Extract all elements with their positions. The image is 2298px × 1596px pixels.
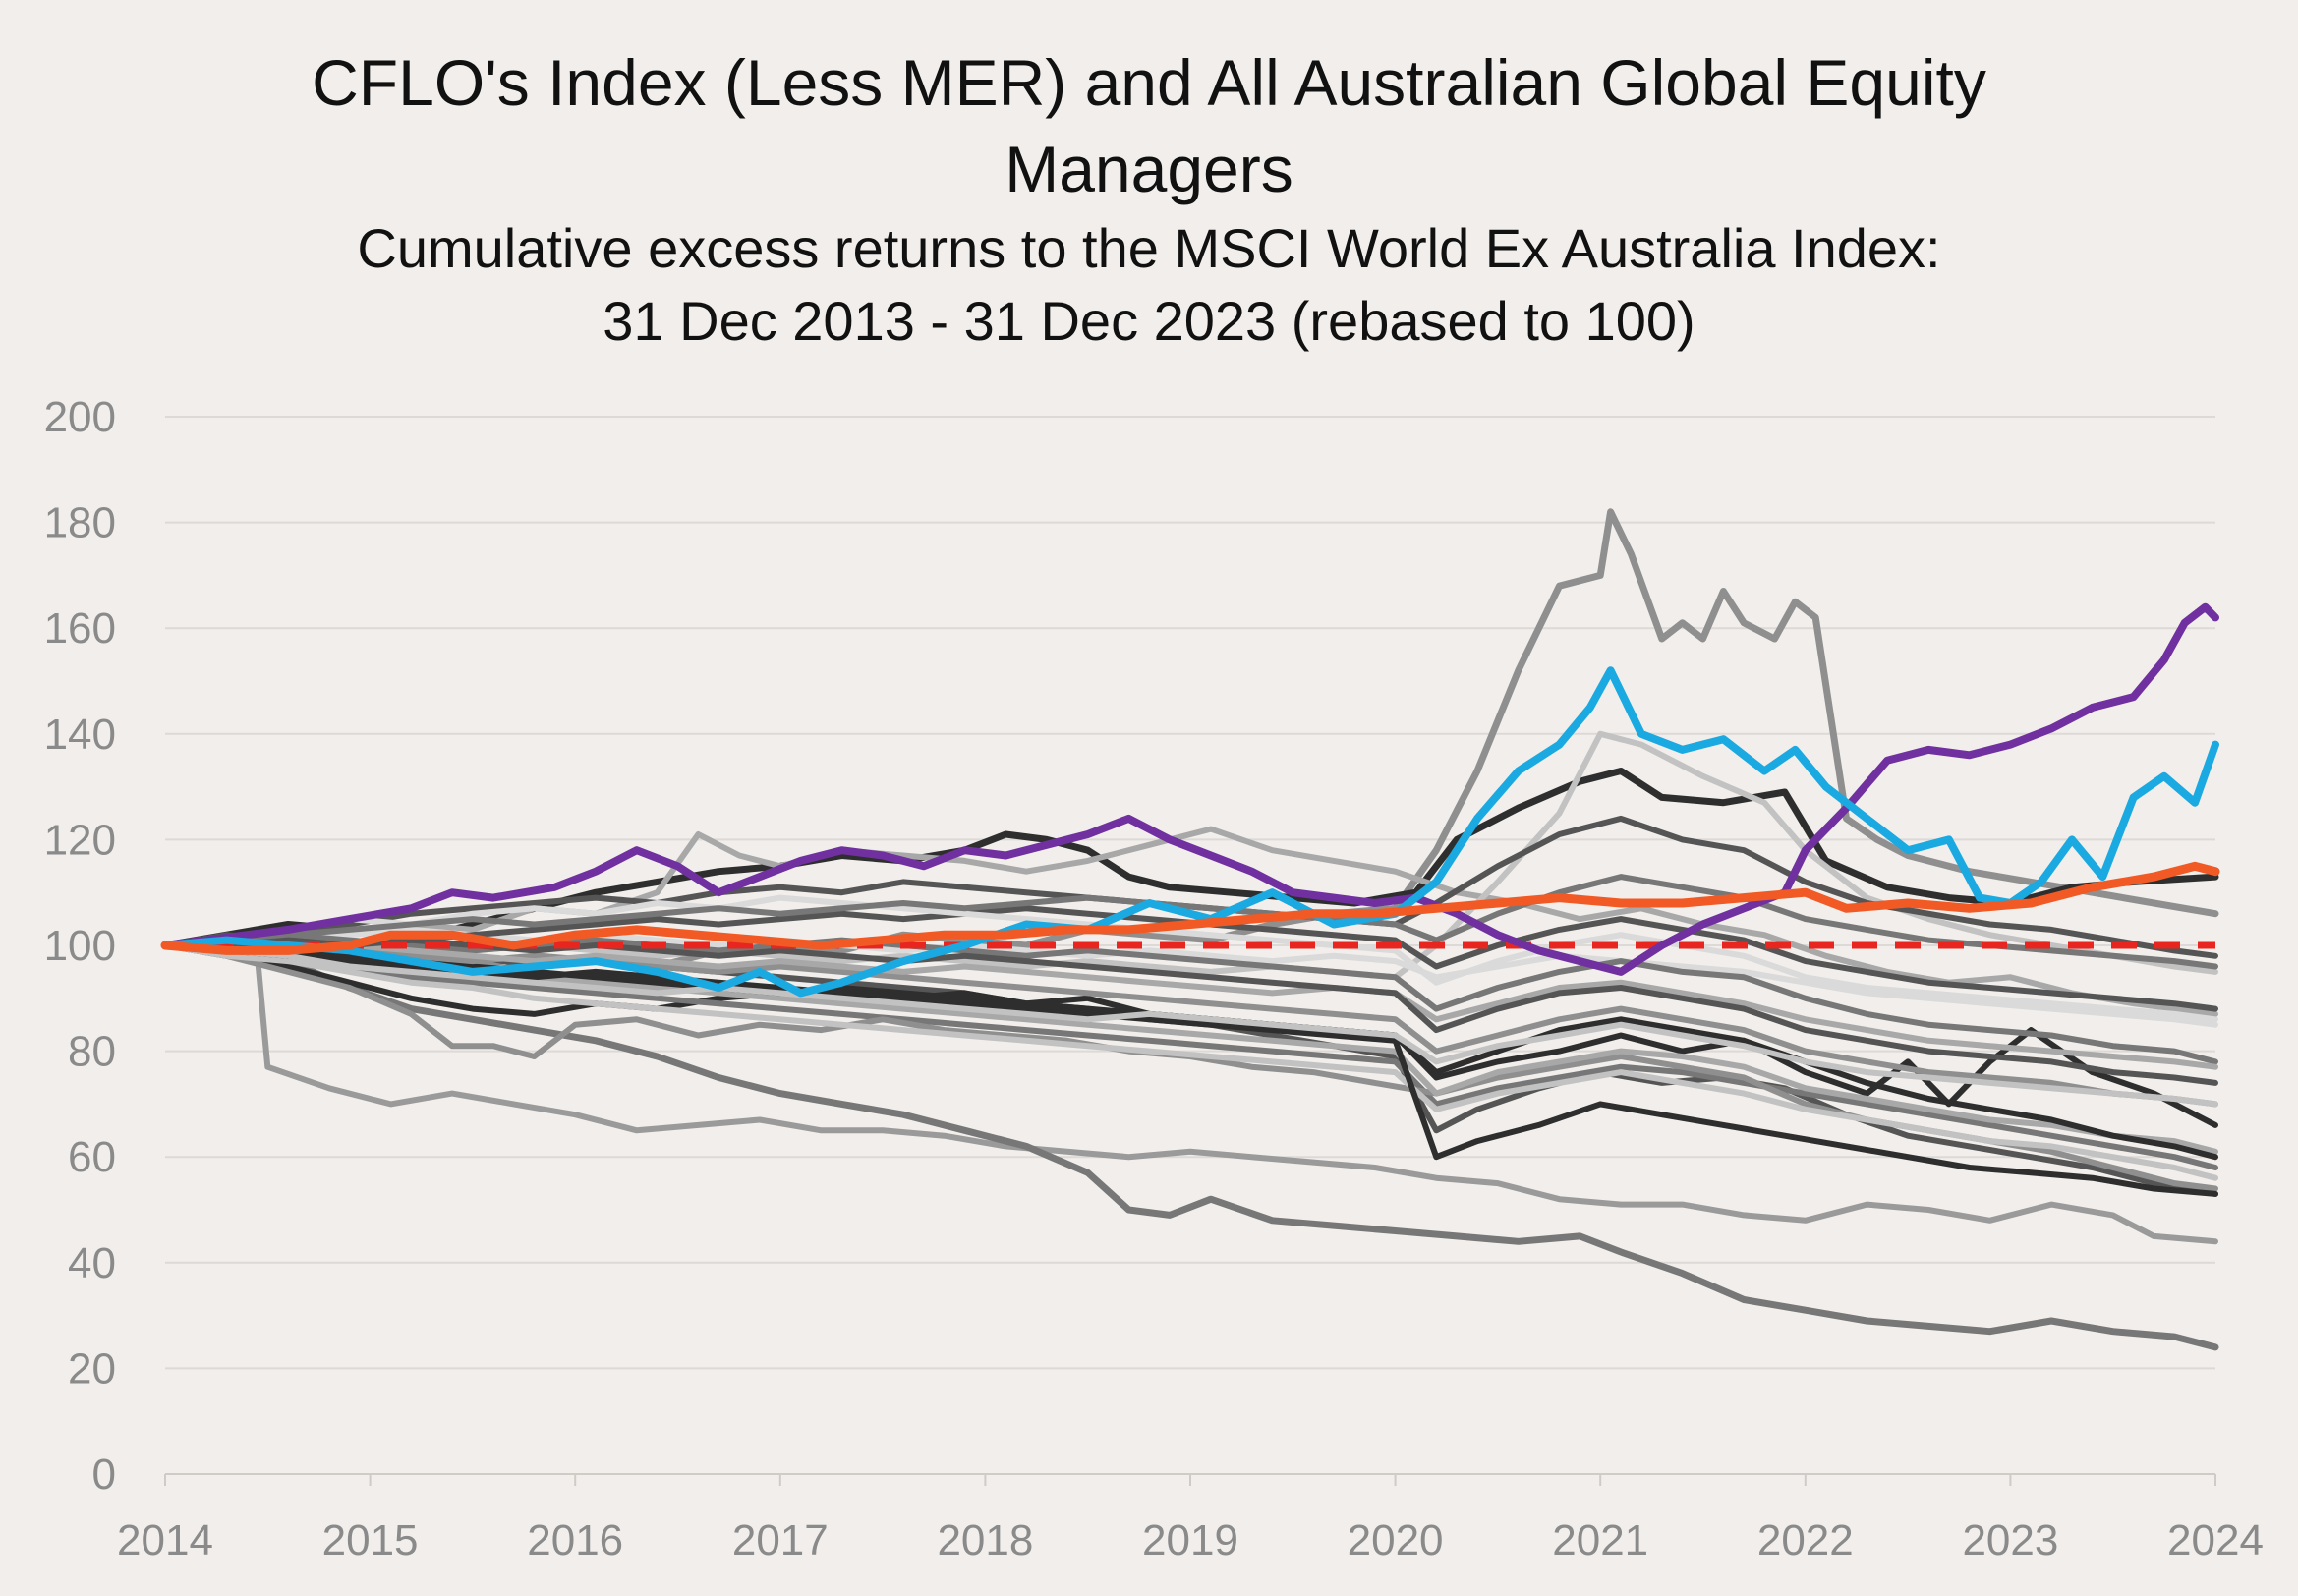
series-line-manager — [162, 942, 2218, 1181]
x-tick-label: 2019 — [1142, 1516, 1238, 1565]
series-line-manager — [162, 942, 2218, 1245]
x-tick-label: 2022 — [1757, 1516, 1854, 1565]
y-tick-label: 200 — [44, 393, 116, 441]
chart-subtitle-line-2: 31 Dec 2013 - 31 Dec 2023 (rebased to 10… — [603, 290, 1695, 352]
y-tick-label: 20 — [68, 1344, 116, 1393]
y-tick-label: 80 — [68, 1028, 116, 1076]
x-tick-label: 2020 — [1348, 1516, 1444, 1565]
series-layer — [160, 508, 2220, 1351]
series-line-orange — [160, 861, 2220, 955]
series-line-manager — [162, 894, 2218, 1023]
series-line-manager — [162, 942, 2218, 1170]
x-tick-label: 2016 — [527, 1516, 623, 1565]
x-tick-label: 2021 — [1552, 1516, 1648, 1565]
series-line-manager — [162, 874, 2218, 970]
series-line-manager — [162, 942, 2218, 1197]
y-tick-label: 40 — [68, 1239, 116, 1287]
x-tick-label: 2018 — [937, 1516, 1033, 1565]
series-line-manager — [162, 926, 2218, 1028]
chart-title-line-1: CFLO's Index (Less MER) and All Australi… — [312, 46, 1986, 119]
y-tick-label: 0 — [92, 1451, 116, 1499]
chart-subtitle-line-1: Cumulative excess returns to the MSCI Wo… — [357, 217, 1941, 279]
y-tick-label: 140 — [44, 711, 116, 759]
y-tick-label: 100 — [44, 922, 116, 970]
gridlines — [164, 416, 2216, 1486]
series-line-manager — [162, 826, 2218, 1017]
series-line-manager — [162, 942, 2218, 1108]
y-tick-label: 160 — [44, 604, 116, 653]
chart-subtitle: Cumulative excess returns to the MSCI Wo… — [0, 212, 2298, 358]
series-line-manager — [161, 941, 2219, 1351]
chart-title: CFLO's Index (Less MER) and All Australi… — [0, 39, 2298, 212]
y-tick-label: 180 — [44, 499, 116, 547]
chart-title-line-2: Managers — [1005, 133, 1293, 205]
series-line-purple — [161, 602, 2219, 976]
y-tick-label: 60 — [68, 1133, 116, 1181]
series-line-manager — [162, 942, 2218, 1070]
x-tick-label: 2024 — [2167, 1516, 2264, 1565]
x-tick-label: 2017 — [732, 1516, 829, 1565]
y-tick-label: 120 — [44, 816, 116, 864]
tick-labels: 0 20 40 60 80 100 120 140 160 180 200 2014 2015 2016 2… — [44, 393, 2264, 1565]
series-line-blue — [161, 666, 2219, 998]
x-tick-label: 2014 — [117, 1516, 213, 1565]
x-tick-label: 2015 — [322, 1516, 419, 1565]
x-tick-label: 2023 — [1962, 1516, 2058, 1565]
